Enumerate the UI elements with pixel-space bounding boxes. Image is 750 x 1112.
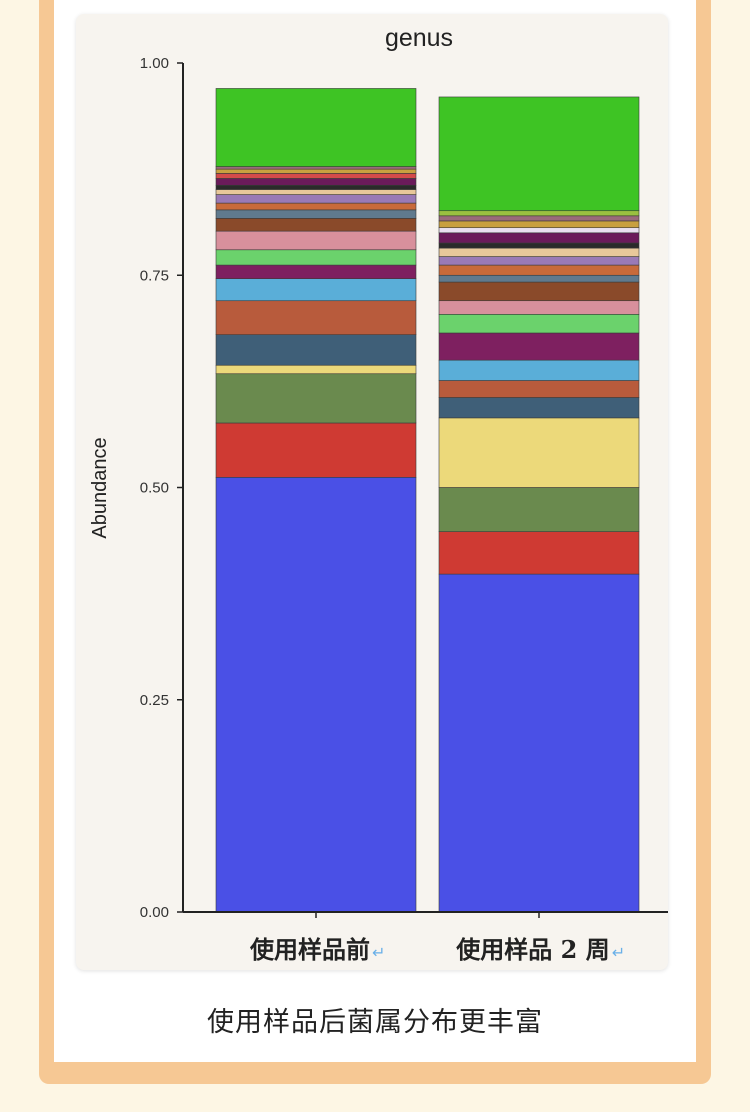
- bar-segment-1-12: [215, 209, 417, 219]
- bar-segment-1-18: [215, 173, 417, 179]
- x-category-label-2: 使用样品 2 周: [455, 935, 609, 964]
- x-labels-group: 使用样品前 ↵ 使用样品 2 周 ↵: [249, 912, 625, 964]
- bar-segment-2-10: [438, 300, 640, 315]
- bar-segment-1-20: [215, 166, 417, 170]
- bar-segment-2-22: [438, 96, 640, 212]
- bar-segment-1-5: [215, 334, 417, 366]
- bar-segment-1-21: [215, 88, 417, 167]
- bar-segment-2-20: [438, 215, 640, 222]
- bar-segment-1-7: [215, 278, 417, 302]
- bar-segment-2-2: [438, 531, 640, 575]
- content-panel: genus Abundance 0.00 0.25 0.50 0.75 1.00 使用样…: [54, 0, 696, 1062]
- bar-segment-2-16: [438, 242, 640, 249]
- bar-segment-1-9: [215, 249, 417, 266]
- chart-title: genus: [385, 24, 453, 52]
- bar-segment-2-7: [438, 359, 640, 381]
- bar-segment-1-15: [215, 189, 417, 195]
- y-tick-label-1: 0.25: [140, 692, 169, 709]
- chart-card: genus Abundance 0.00 0.25 0.50 0.75 1.00 使用样…: [76, 14, 668, 970]
- bar-segment-1-2: [215, 422, 417, 478]
- bar-segment-1-11: [215, 218, 417, 232]
- bar-segment-2-14: [438, 256, 640, 266]
- bar-segment-2-21: [438, 210, 640, 217]
- y-tick-label-3: 0.75: [140, 267, 169, 284]
- bar-segment-1-8: [215, 264, 417, 279]
- return-mark-1: ↵: [372, 943, 385, 962]
- y-tick-label-0: 0.00: [140, 904, 169, 921]
- stacked-bar-chart: genus Abundance 0.00 0.25 0.50 0.75 1.00 使用样…: [89, 24, 668, 964]
- bar-segment-1-10: [215, 230, 417, 251]
- y-tick-label-2: 0.50: [140, 480, 169, 497]
- bar-segment-2-11: [438, 281, 640, 302]
- bar-segment-2-5: [438, 397, 640, 419]
- bar-segment-1-17: [215, 178, 417, 186]
- bar-segment-1-13: [215, 202, 417, 211]
- bar-segment-2-13: [438, 264, 640, 276]
- bar-segment-2-15: [438, 247, 640, 257]
- outer-frame: genus Abundance 0.00 0.25 0.50 0.75 1.00 使用样…: [39, 0, 711, 1084]
- bar-segment-2-8: [438, 332, 640, 361]
- bar-segment-2-9: [438, 314, 640, 334]
- bar-segment-1-4: [215, 364, 417, 375]
- bar-segment-2-3: [438, 487, 640, 532]
- y-tick-label-4: 1.00: [140, 55, 169, 72]
- bar-segment-1-14: [215, 194, 417, 204]
- bar-segment-1-3: [215, 373, 417, 424]
- bar-segment-1-6: [215, 300, 417, 335]
- bar-segment-2-19: [438, 220, 640, 229]
- bar-segment-2-18: [438, 227, 640, 234]
- bars-group: [215, 88, 640, 913]
- bar-segment-1-1: [215, 477, 417, 913]
- figure-caption: 使用样品后菌属分布更丰富: [207, 1007, 543, 1038]
- bar-segment-2-6: [438, 380, 640, 398]
- bar-segment-1-16: [215, 184, 417, 190]
- y-axis-label: Abundance: [89, 437, 111, 538]
- bar-segment-2-1: [438, 573, 640, 913]
- bar-segment-1-19: [215, 168, 417, 174]
- x-category-label-1: 使用样品前: [249, 935, 370, 964]
- return-mark-2: ↵: [612, 943, 625, 962]
- bar-segment-2-17: [438, 232, 640, 244]
- bar-segment-2-12: [438, 274, 640, 283]
- bar-segment-2-4: [438, 417, 640, 488]
- y-ticks-group: 0.00 0.25 0.50 0.75 1.00: [140, 55, 183, 921]
